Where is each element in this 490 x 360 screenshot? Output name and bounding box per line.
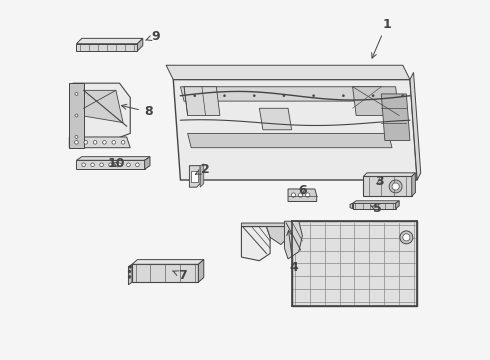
Polygon shape (80, 90, 123, 123)
Polygon shape (137, 39, 143, 51)
Polygon shape (353, 201, 399, 203)
Text: 8: 8 (122, 104, 152, 118)
Circle shape (74, 140, 78, 144)
Text: 7: 7 (172, 269, 187, 282)
Circle shape (91, 163, 95, 167)
Circle shape (109, 163, 112, 167)
Polygon shape (69, 83, 84, 148)
Circle shape (75, 135, 78, 138)
Circle shape (403, 234, 410, 241)
Polygon shape (173, 80, 417, 180)
Polygon shape (69, 137, 130, 148)
Polygon shape (180, 87, 385, 101)
Circle shape (400, 231, 413, 244)
Text: 3: 3 (375, 175, 384, 188)
Polygon shape (145, 157, 150, 169)
Polygon shape (381, 94, 410, 140)
Circle shape (100, 163, 103, 167)
Polygon shape (73, 83, 130, 144)
Circle shape (253, 95, 255, 97)
Text: 10: 10 (107, 157, 124, 170)
Polygon shape (242, 226, 270, 261)
Polygon shape (76, 39, 143, 44)
Polygon shape (166, 65, 410, 80)
Circle shape (128, 270, 131, 273)
Circle shape (82, 163, 85, 167)
Polygon shape (259, 108, 292, 130)
Circle shape (402, 95, 404, 97)
Circle shape (75, 114, 78, 117)
Circle shape (126, 163, 130, 167)
Circle shape (223, 95, 225, 97)
Circle shape (136, 163, 139, 167)
Polygon shape (364, 173, 416, 176)
Circle shape (298, 193, 303, 197)
Polygon shape (191, 171, 198, 182)
Polygon shape (353, 203, 395, 209)
Circle shape (392, 183, 399, 190)
Polygon shape (288, 189, 317, 202)
Circle shape (84, 140, 88, 144)
Polygon shape (200, 164, 204, 187)
Polygon shape (132, 260, 204, 264)
Circle shape (102, 140, 106, 144)
Polygon shape (128, 264, 132, 285)
Polygon shape (198, 260, 204, 282)
Circle shape (122, 140, 125, 144)
Circle shape (291, 193, 295, 197)
Circle shape (372, 95, 374, 97)
Circle shape (313, 95, 315, 97)
Circle shape (306, 193, 310, 197)
Polygon shape (242, 223, 286, 226)
Polygon shape (76, 157, 150, 160)
Circle shape (128, 275, 131, 278)
Text: 9: 9 (146, 30, 160, 43)
Polygon shape (184, 87, 220, 116)
Text: 2: 2 (196, 163, 210, 176)
Polygon shape (267, 226, 288, 244)
Circle shape (389, 180, 402, 193)
Circle shape (194, 95, 196, 97)
Polygon shape (285, 221, 302, 259)
Polygon shape (350, 203, 353, 209)
Circle shape (112, 140, 116, 144)
Text: 4: 4 (287, 230, 298, 274)
Polygon shape (292, 221, 417, 306)
Polygon shape (410, 72, 421, 180)
Polygon shape (364, 176, 412, 196)
Polygon shape (76, 44, 137, 51)
Polygon shape (395, 201, 399, 209)
Polygon shape (132, 264, 198, 282)
Text: 5: 5 (370, 202, 382, 215)
Circle shape (75, 93, 78, 95)
Circle shape (129, 265, 132, 268)
Polygon shape (190, 166, 200, 187)
Polygon shape (353, 87, 399, 116)
Circle shape (343, 95, 344, 97)
Circle shape (283, 95, 285, 97)
Circle shape (118, 163, 122, 167)
Polygon shape (76, 160, 145, 169)
Text: 1: 1 (372, 18, 391, 58)
Polygon shape (188, 134, 392, 148)
Polygon shape (412, 173, 416, 196)
Circle shape (93, 140, 97, 144)
Text: 6: 6 (298, 184, 307, 197)
